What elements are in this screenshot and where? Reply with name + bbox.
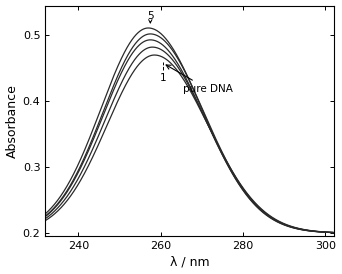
- X-axis label: λ / nm: λ / nm: [170, 255, 209, 269]
- Text: 1: 1: [159, 73, 166, 83]
- Y-axis label: Absorbance: Absorbance: [5, 84, 18, 158]
- Text: 5: 5: [147, 12, 154, 21]
- Text: pure DNA: pure DNA: [166, 65, 233, 94]
